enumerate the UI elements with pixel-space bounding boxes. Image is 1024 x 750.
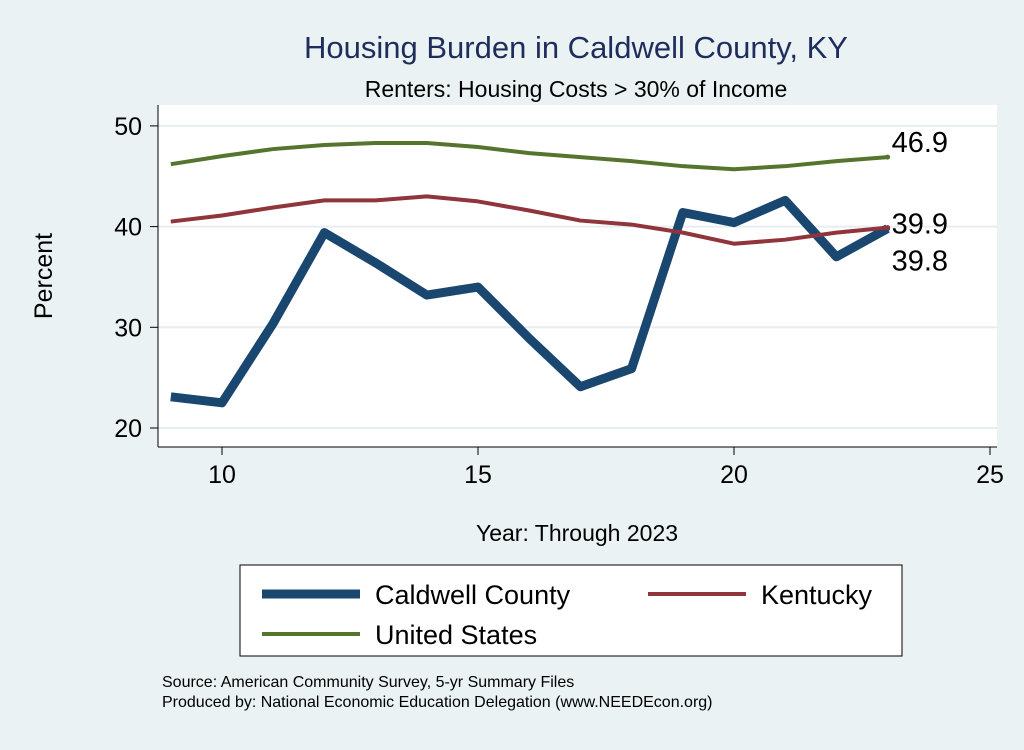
axes: 20 30 40 50 10 15 20 25 xyxy=(114,105,1004,489)
series-line-united-states xyxy=(170,141,888,172)
grid xyxy=(158,124,997,429)
chart-title: Housing Burden in Caldwell County, KY xyxy=(304,30,848,65)
end-value-label: 46.9 xyxy=(892,127,948,159)
y-tick-label: 30 xyxy=(114,314,142,342)
series-line-caldwell-county xyxy=(170,195,890,408)
legend-items: Caldwell County Kentucky United States xyxy=(262,580,873,650)
y-tick-label: 40 xyxy=(114,214,142,242)
y-tick-label: 20 xyxy=(114,415,142,443)
end-labels: 39.8 39.9 46.9 xyxy=(892,127,948,277)
y-tick-label: 50 xyxy=(114,113,142,141)
chart-subtitle: Renters: Housing Costs > 30% of Income xyxy=(365,76,788,102)
legend-label: United States xyxy=(375,620,537,650)
legend: Caldwell County Kentucky United States xyxy=(239,564,903,657)
legend-box xyxy=(239,564,903,657)
end-value-label: 39.9 xyxy=(892,209,948,241)
end-value-label: 39.8 xyxy=(892,246,948,278)
legend-label: Kentucky xyxy=(761,580,873,610)
x-tick-label: 20 xyxy=(720,461,748,489)
y-axis-label: Percent xyxy=(30,233,58,319)
x-tick-label: 25 xyxy=(976,461,1004,489)
end-point-marker xyxy=(885,225,891,231)
series-lines xyxy=(170,141,891,408)
end-point-marker xyxy=(885,154,891,160)
legend-label: Caldwell County xyxy=(375,580,571,610)
x-tick-label: 15 xyxy=(464,461,492,489)
produced-note: Produced by: National Economic Education… xyxy=(162,694,713,711)
source-note: Source: American Community Survey, 5-yr … xyxy=(162,674,574,691)
series-line-kentucky xyxy=(170,194,888,246)
x-axis-label: Year: Through 2023 xyxy=(476,520,678,546)
x-tick-label: 10 xyxy=(208,461,236,489)
